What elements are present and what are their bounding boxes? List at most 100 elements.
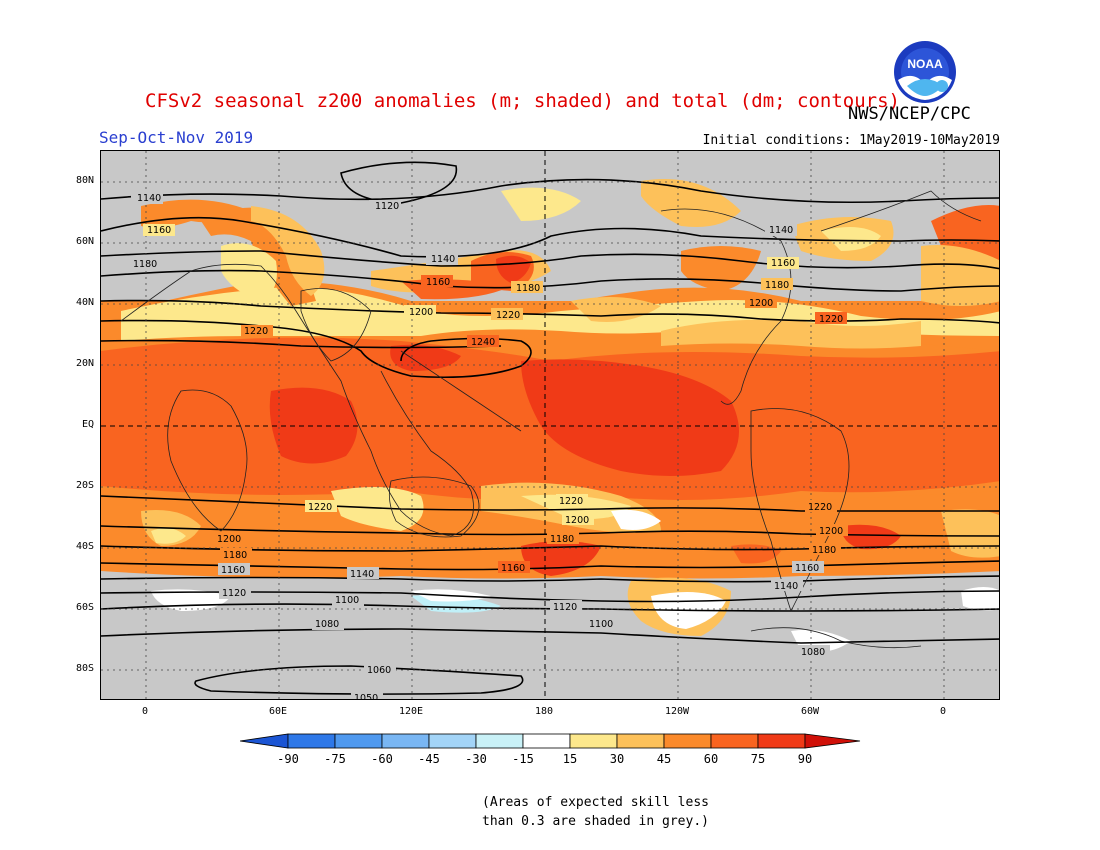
svg-text:1200: 1200 (749, 298, 773, 309)
contour-label: 1140 (765, 224, 797, 236)
svg-text:1200: 1200 (409, 307, 433, 318)
colorbar-tick: -60 (371, 752, 393, 766)
lat-label: 80S (75, 663, 94, 674)
contour-label: 1160 (421, 275, 453, 288)
contour-label: 1160 (792, 561, 824, 574)
svg-text:1160: 1160 (147, 225, 171, 236)
svg-text:1240: 1240 (471, 337, 495, 348)
contour-label: 1080 (312, 618, 344, 630)
svg-text:1140: 1140 (431, 254, 455, 265)
contour-label: 1200 (745, 296, 777, 309)
contour-label: 1140 (131, 192, 163, 204)
svg-text:1180: 1180 (550, 534, 574, 545)
contour-label: 1140 (426, 253, 458, 265)
svg-text:1140: 1140 (774, 581, 798, 592)
contour-label: 1180 (547, 532, 579, 545)
noaa-logo: NOAA (894, 41, 956, 103)
contour-label: 1100 (586, 617, 618, 630)
chart-title: CFSv2 seasonal z200 anomalies (m; shaded… (145, 90, 900, 112)
contour-label: 1180 (761, 278, 793, 291)
svg-text:1120: 1120 (553, 602, 577, 613)
contour-label: 1220 (805, 500, 837, 513)
svg-text:1140: 1140 (350, 569, 374, 580)
lon-label: 0 (939, 706, 947, 717)
svg-text:1080: 1080 (315, 619, 339, 630)
lat-label: 40S (75, 541, 94, 552)
svg-text:1200: 1200 (217, 534, 241, 545)
svg-text:1180: 1180 (765, 280, 789, 291)
contour-label: 1120 (219, 587, 251, 599)
svg-text:NOAA: NOAA (907, 57, 943, 71)
svg-text:1220: 1220 (819, 314, 843, 325)
svg-text:1160: 1160 (426, 277, 450, 288)
lon-label: 60W (800, 706, 820, 717)
svg-text:1120: 1120 (375, 201, 399, 212)
contour-label: 1180 (129, 258, 161, 270)
lat-label: 40N (75, 297, 94, 308)
lat-label: 20N (75, 358, 94, 369)
lon-label: 60E (268, 706, 288, 717)
contour-label: 1200 (816, 524, 848, 537)
contour-label: 1160 (498, 561, 530, 574)
skill-note-line2: than 0.3 are shaded in grey.) (482, 814, 709, 829)
skill-note: (Areas of expected skill less than 0.3 a… (482, 793, 709, 831)
svg-text:1160: 1160 (221, 565, 245, 576)
lon-label: 120E (398, 706, 424, 717)
contour-label: 1220 (491, 308, 523, 321)
forecast-period: Sep-Oct-Nov 2019 (99, 128, 254, 147)
colorbar-tick: -90 (277, 752, 299, 766)
contour-label: 1160 (767, 257, 799, 269)
contour-label: 1200 (214, 532, 246, 545)
initial-conditions: Initial conditions: 1May2019-10May2019 (702, 133, 1000, 148)
contour-label: 1180 (220, 548, 252, 561)
contour-label: 1200 (404, 305, 436, 318)
colorbar-tick: -30 (465, 752, 487, 766)
contour-label: 1140 (771, 579, 803, 592)
svg-text:1120: 1120 (222, 588, 246, 599)
contour-label: 1100 (332, 594, 364, 606)
colorbar-tick: -75 (324, 752, 346, 766)
svg-text:1220: 1220 (559, 496, 583, 507)
lon-label: 0 (141, 706, 149, 717)
contour-label: 1220 (556, 494, 588, 507)
svg-text:1220: 1220 (244, 326, 268, 337)
colorbar-tick: 75 (750, 752, 766, 766)
contour-label: 1080 (798, 645, 830, 658)
colorbar-tick: 30 (609, 752, 625, 766)
svg-text:1180: 1180 (812, 545, 836, 556)
contour-label: 1060 (364, 663, 396, 676)
contour-label: 1200 (562, 513, 594, 526)
contour-label: 1240 (467, 335, 499, 348)
contour-label: 1160 (143, 224, 175, 236)
colorbar (240, 733, 861, 749)
svg-text:1220: 1220 (308, 502, 332, 513)
colorbar-tick: 15 (562, 752, 578, 766)
svg-text:1140: 1140 (137, 193, 161, 204)
svg-text:1180: 1180 (516, 283, 540, 294)
contour-label: 1180 (809, 543, 841, 556)
svg-text:1050: 1050 (354, 693, 378, 700)
svg-text:1160: 1160 (771, 258, 795, 269)
contour-label: 1220 (815, 312, 847, 325)
lat-label: EQ (81, 419, 94, 430)
svg-text:1200: 1200 (565, 515, 589, 526)
contour-label: 1120 (550, 600, 582, 613)
lat-label: 60N (75, 236, 94, 247)
contour-label: 1180 (511, 281, 543, 294)
svg-text:1080: 1080 (801, 647, 825, 658)
lat-label: 80N (75, 175, 94, 186)
svg-text:1200: 1200 (819, 526, 843, 537)
colorbar-tick: 90 (797, 752, 813, 766)
skill-note-line1: (Areas of expected skill less (482, 795, 709, 810)
colorbar-tick: 45 (656, 752, 672, 766)
svg-text:1100: 1100 (589, 619, 613, 630)
colorbar-tick: -15 (512, 752, 534, 766)
svg-text:1160: 1160 (501, 563, 525, 574)
contour-label: 1050 (351, 692, 383, 700)
svg-text:1180: 1180 (223, 550, 247, 561)
svg-text:1180: 1180 (133, 259, 157, 270)
svg-text:1100: 1100 (335, 595, 359, 606)
svg-text:1160: 1160 (795, 563, 819, 574)
svg-text:1220: 1220 (808, 502, 832, 513)
lat-label: 20S (75, 480, 94, 491)
